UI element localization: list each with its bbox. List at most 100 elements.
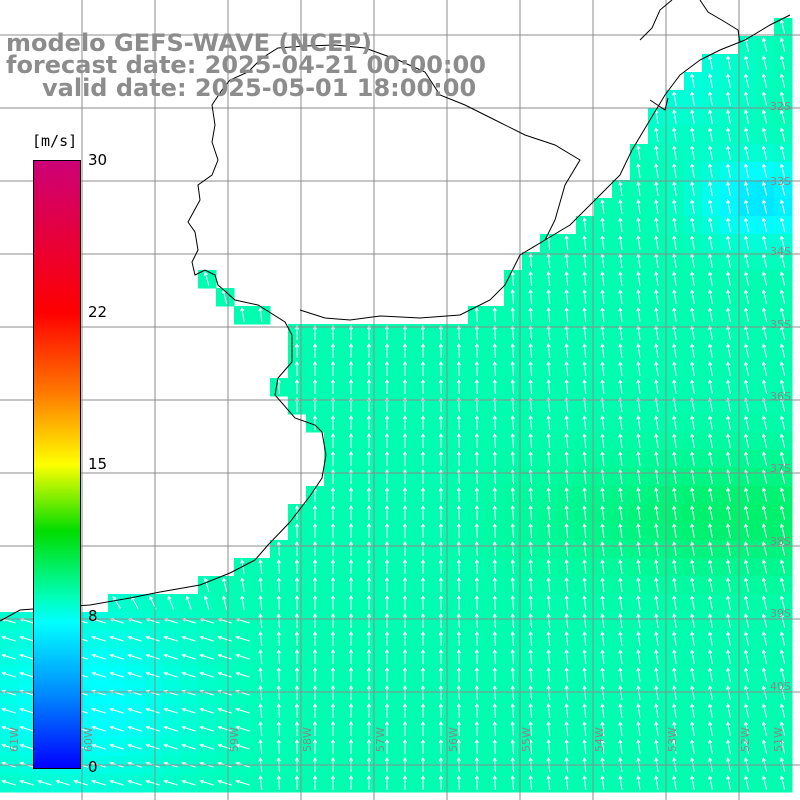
- wind-vector-arrow: [312, 666, 318, 682]
- wind-vector-arrow: [762, 181, 768, 196]
- latitude-label: 37S: [770, 462, 791, 475]
- wind-vector-arrow: [690, 451, 695, 466]
- wind-vector-arrow: [779, 739, 786, 754]
- wind-vector-arrow: [708, 181, 713, 196]
- wind-vector-arrow: [726, 685, 731, 700]
- wind-vector-arrow: [564, 378, 569, 395]
- wind-vector-arrow: [330, 540, 336, 556]
- wind-vector-arrow: [690, 325, 695, 340]
- wind-vector-arrow: [636, 595, 641, 610]
- wind-vector-arrow: [779, 19, 786, 34]
- wind-vector-arrow: [779, 199, 786, 214]
- wind-vector-arrow: [708, 325, 713, 340]
- wind-vector-arrow: [582, 738, 587, 755]
- wind-vector-arrow: [366, 684, 372, 700]
- wind-vector-arrow: [618, 487, 623, 502]
- wind-vector-arrow: [600, 325, 605, 340]
- wind-vector-arrow: [726, 289, 731, 304]
- wind-vector-arrow: [330, 360, 336, 376]
- wind-vector-arrow: [690, 577, 695, 592]
- wind-vector-arrow: [109, 635, 124, 642]
- wind-vector-arrow: [127, 707, 142, 714]
- wind-vector-arrow: [672, 505, 677, 520]
- wind-vector-arrow: [744, 595, 749, 610]
- longitude-label: 53W: [666, 727, 679, 752]
- wind-vector-arrow: [708, 469, 713, 484]
- wind-vector-arrow: [546, 666, 551, 683]
- wind-vector-arrow: [456, 360, 461, 377]
- wind-vector-arrow: [145, 743, 160, 750]
- wind-vector-arrow: [779, 685, 786, 700]
- wind-vector-arrow: [779, 55, 786, 70]
- wind-vector-arrow: [744, 541, 749, 556]
- wind-vector-arrow: [654, 721, 659, 736]
- wind-vector-arrow: [222, 577, 228, 592]
- wind-vector-arrow: [744, 217, 749, 232]
- wind-vector-arrow: [708, 127, 713, 142]
- wind-vector-arrow: [420, 414, 426, 431]
- wind-vector-arrow: [779, 217, 786, 232]
- wind-vector-arrow: [456, 648, 461, 665]
- wind-vector-arrow: [618, 469, 623, 484]
- wind-vector-arrow: [474, 342, 479, 359]
- wind-vector-arrow: [779, 181, 786, 196]
- wind-vector-arrow: [438, 468, 444, 485]
- wind-vector-arrow: [1, 707, 16, 714]
- wind-vector-arrow: [492, 468, 497, 485]
- wind-vector-arrow: [726, 217, 731, 232]
- wind-vector-arrow: [672, 631, 677, 646]
- wind-vector-arrow: [726, 739, 731, 754]
- wind-vector-arrow: [546, 522, 551, 539]
- wind-vector-arrow: [690, 181, 695, 196]
- wind-vector-arrow: [348, 504, 354, 520]
- wind-vector-arrow: [510, 486, 515, 503]
- wind-vector-arrow: [312, 414, 318, 430]
- wind-vector-arrow: [582, 414, 587, 431]
- wind-vector-arrow: [276, 612, 281, 629]
- wind-vector-arrow: [510, 270, 515, 287]
- wind-vector-arrow: [402, 684, 408, 700]
- wind-vector-arrow: [690, 361, 695, 376]
- wind-vector-arrow: [779, 163, 786, 178]
- wind-vector-arrow: [438, 504, 444, 521]
- wind-vector-arrow: [690, 487, 695, 502]
- latitude-label: 38S: [770, 535, 791, 548]
- wind-vector-arrow: [744, 685, 749, 700]
- longitude-label: 58W: [301, 727, 314, 752]
- wind-vector-arrow: [744, 325, 749, 340]
- wind-vector-arrow: [510, 576, 515, 593]
- wind-vector-arrow: [420, 522, 426, 539]
- wind-vector-arrow: [600, 217, 605, 232]
- wind-vector-arrow: [145, 779, 160, 786]
- wind-vector-arrow: [294, 342, 300, 359]
- wind-vector-arrow: [546, 306, 551, 323]
- wind-vector-arrow: [726, 595, 731, 610]
- wind-vector-arrow: [779, 703, 786, 718]
- coastline-north: [639, 0, 741, 111]
- wind-vector-arrow: [708, 613, 713, 628]
- wind-vector-arrow: [762, 379, 768, 394]
- wind-vector-arrow: [402, 414, 408, 430]
- wind-vector-arrow: [474, 648, 479, 665]
- wind-vector-arrow: [708, 667, 713, 682]
- wind-vector-arrow: [420, 468, 426, 485]
- wind-vector-arrow: [402, 378, 408, 394]
- wind-vector-arrow: [474, 378, 479, 395]
- wind-vector-arrow: [91, 671, 106, 678]
- wind-vector-arrow: [690, 721, 695, 736]
- wind-vector-arrow: [546, 486, 551, 503]
- wind-vector-arrow: [690, 91, 695, 106]
- colorbar-tick-label: 22: [88, 303, 108, 321]
- wind-vector-arrow: [420, 342, 426, 359]
- wind-vector-arrow: [402, 504, 408, 520]
- wind-vector-arrow: [618, 739, 623, 754]
- wind-vector-arrow: [294, 324, 300, 341]
- wind-vector-arrow: [762, 541, 768, 556]
- wind-vector-arrow: [744, 631, 749, 646]
- wind-vector-arrow: [510, 360, 515, 377]
- wind-vector-arrow: [636, 343, 641, 358]
- wind-vector-arrow: [258, 738, 263, 755]
- wind-vector-arrow: [762, 91, 768, 106]
- wind-vector-arrow: [420, 450, 426, 467]
- wind-vector-arrow: [672, 415, 677, 430]
